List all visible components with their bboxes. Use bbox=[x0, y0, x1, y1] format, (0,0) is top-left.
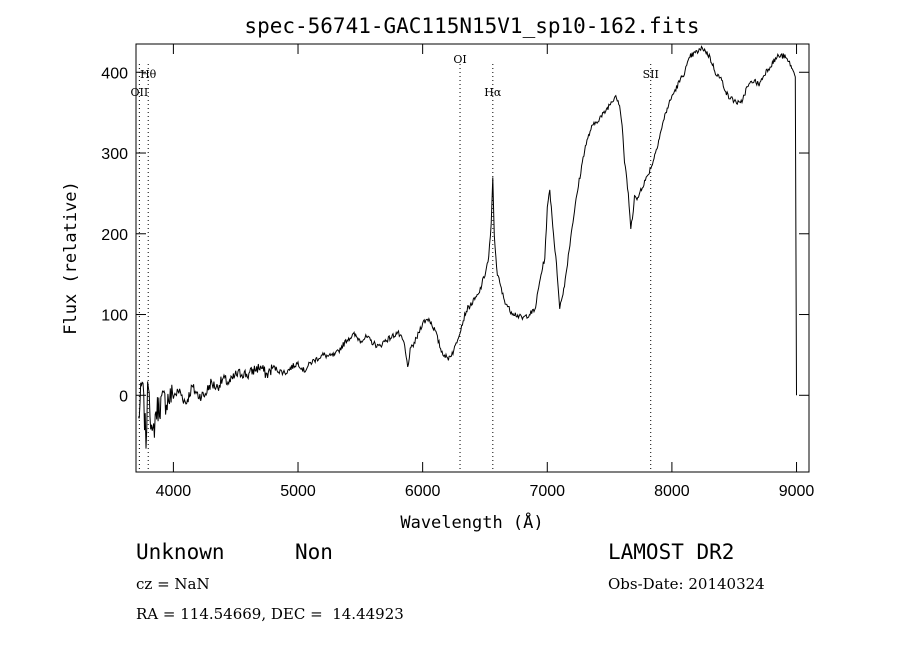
line-marker-label: SII bbox=[643, 68, 659, 81]
line-marker-label: OII bbox=[131, 86, 149, 99]
line-markers: Hθ OII OI Hα SII bbox=[131, 53, 659, 472]
cz-value: cz = NaN bbox=[136, 575, 210, 593]
x-tick-label: 5000 bbox=[280, 483, 316, 500]
line-marker-label: Hα bbox=[484, 86, 502, 99]
chart-title: spec-56741-GAC115N15V1_sp10-162.fits bbox=[244, 14, 699, 38]
x-tick-label: 7000 bbox=[529, 483, 565, 500]
x-tick-label: 8000 bbox=[654, 483, 690, 500]
obs-date: Obs-Date: 20140324 bbox=[608, 575, 765, 593]
x-tick-label: 9000 bbox=[779, 483, 815, 500]
survey-label: LAMOST DR2 bbox=[608, 540, 735, 564]
plot-frame bbox=[135, 43, 810, 473]
line-marker-label: OI bbox=[453, 53, 466, 66]
line-marker-label: Hθ bbox=[140, 68, 157, 81]
x-tick-label: 4000 bbox=[156, 483, 192, 500]
y-tick-label: 300 bbox=[101, 146, 128, 163]
coordinates: RA = 114.54669, DEC = 14.44923 bbox=[136, 605, 404, 623]
y-tick-label: 200 bbox=[101, 227, 128, 244]
subclass-label: Non bbox=[295, 540, 333, 564]
y-tick-label: 100 bbox=[101, 308, 128, 325]
class-label: Unknown bbox=[136, 540, 225, 564]
x-axis-label: Wavelength (Å) bbox=[400, 511, 543, 533]
spectrum-series-line bbox=[138, 45, 797, 449]
y-tick-label: 0 bbox=[119, 388, 128, 405]
y-tick-label: 400 bbox=[101, 65, 128, 82]
y-axis-label: Flux (relative) bbox=[61, 181, 81, 335]
axis-ticks: 4000 5000 6000 7000 8000 9000 0 100 200 300 400 bbox=[101, 44, 814, 500]
x-tick-label: 6000 bbox=[405, 483, 441, 500]
